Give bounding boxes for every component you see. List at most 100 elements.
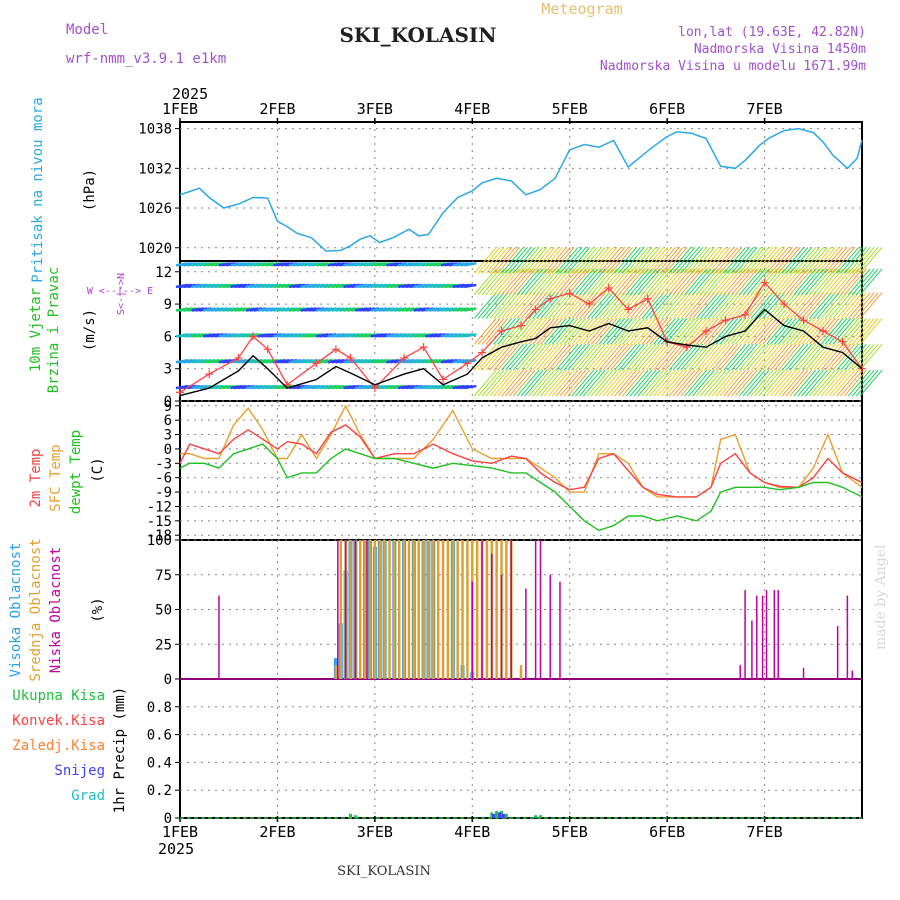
gust-marker [331,345,340,354]
wind-barb [489,292,513,319]
gust-marker [741,310,750,319]
wind-barb [703,369,727,397]
gust-marker [799,316,808,325]
wind-barb [544,318,567,345]
wind-barb [801,343,824,371]
x-tick-label-bottom: 6FEB [649,823,685,841]
wind-barb [610,318,634,345]
x-tick-label-top: 4FEB [454,100,490,118]
cloud-bar [441,540,445,679]
sfc-temp-line [180,404,863,498]
wind-barb [606,292,630,319]
cloud-bar [756,595,758,679]
wind-barb [501,369,524,397]
y-tick-label: 3 [164,428,172,444]
wind-barb [668,268,692,296]
wind-barb [707,246,731,274]
gust-marker [312,359,321,368]
wind-barb [598,246,622,274]
cloud-bar [851,670,854,679]
wind-barb [785,318,809,345]
wind-barb [602,318,626,345]
wind-barb [610,268,634,296]
wind-barb [582,292,606,319]
gust-marker [205,370,214,379]
year-top: 2025 [172,85,208,103]
wind-barb [762,343,786,371]
wind-barb [703,246,727,274]
wind-barb [485,318,509,345]
wind-barb [840,292,863,319]
wind-barb [793,246,817,274]
y-tick-label: 1038 [138,122,172,138]
precip-bar [492,813,496,818]
wind-barb [493,343,517,371]
wind-barb [668,292,692,319]
wind-barb [555,268,579,296]
wind-barb [555,292,579,319]
wind-barb [805,369,828,397]
wind-barb [567,318,591,345]
wind-barb [520,268,544,296]
wind-barb [532,318,556,345]
wind-barb [540,369,563,397]
wind-barb [731,268,754,296]
wind-barb [559,268,583,296]
cloud-bar [739,665,741,679]
wind-barb [731,343,754,371]
y-tick-label: 1020 [138,241,172,257]
cloud-bar [378,540,381,679]
wind-barb [501,246,524,274]
wind-barb [770,268,793,296]
wind-barb [851,369,875,397]
wind-barb [586,343,610,371]
wind-barb [598,343,622,371]
wind-barb [719,246,743,274]
precip-bar [504,813,508,818]
wind-barb [692,246,715,274]
wind-barb [614,369,637,397]
wind-barb [508,292,532,319]
gust-marker [346,353,355,362]
wind-barb [816,343,840,371]
precip-legend-grad: Grad [71,788,105,804]
wind-barb [512,369,536,397]
wind-barb [855,268,879,296]
wind-barb [664,369,688,397]
wind-barb [571,369,595,397]
wind-barb [762,268,786,296]
wind-barb [711,246,735,274]
panel-frame-pressure [179,121,863,262]
cloud-bar [363,540,367,679]
wind-barb [746,369,770,397]
wind-barb [551,246,575,274]
gust-marker [439,375,448,384]
wind-barb [621,268,645,296]
wind-barb [812,246,836,274]
wind-barb [606,369,630,397]
precip-legend-snow: Snijeg [54,763,105,779]
wind-barb [832,343,856,371]
wind-barb [688,343,711,371]
wind-barb [653,292,676,319]
wind-barb [758,246,782,274]
wind-barb [590,343,614,371]
wind-barb [555,246,579,274]
wind-barb [637,246,661,274]
wind-barb [594,292,618,319]
wind-barb [703,318,727,345]
wind-barb [727,343,750,371]
wind-barb [692,369,715,397]
precip-legend-conv: Konvek.Kisa [12,713,105,729]
wind-barb [633,343,657,371]
wind-barb [832,292,856,319]
wind-barb [547,369,571,397]
cloud-bar [349,540,352,679]
wind-barb [614,343,637,371]
model-label: Model [66,22,108,38]
wind-barb [840,246,863,274]
wind-barb [481,292,505,319]
wind-barb [497,343,520,371]
wind-barb [777,292,801,319]
